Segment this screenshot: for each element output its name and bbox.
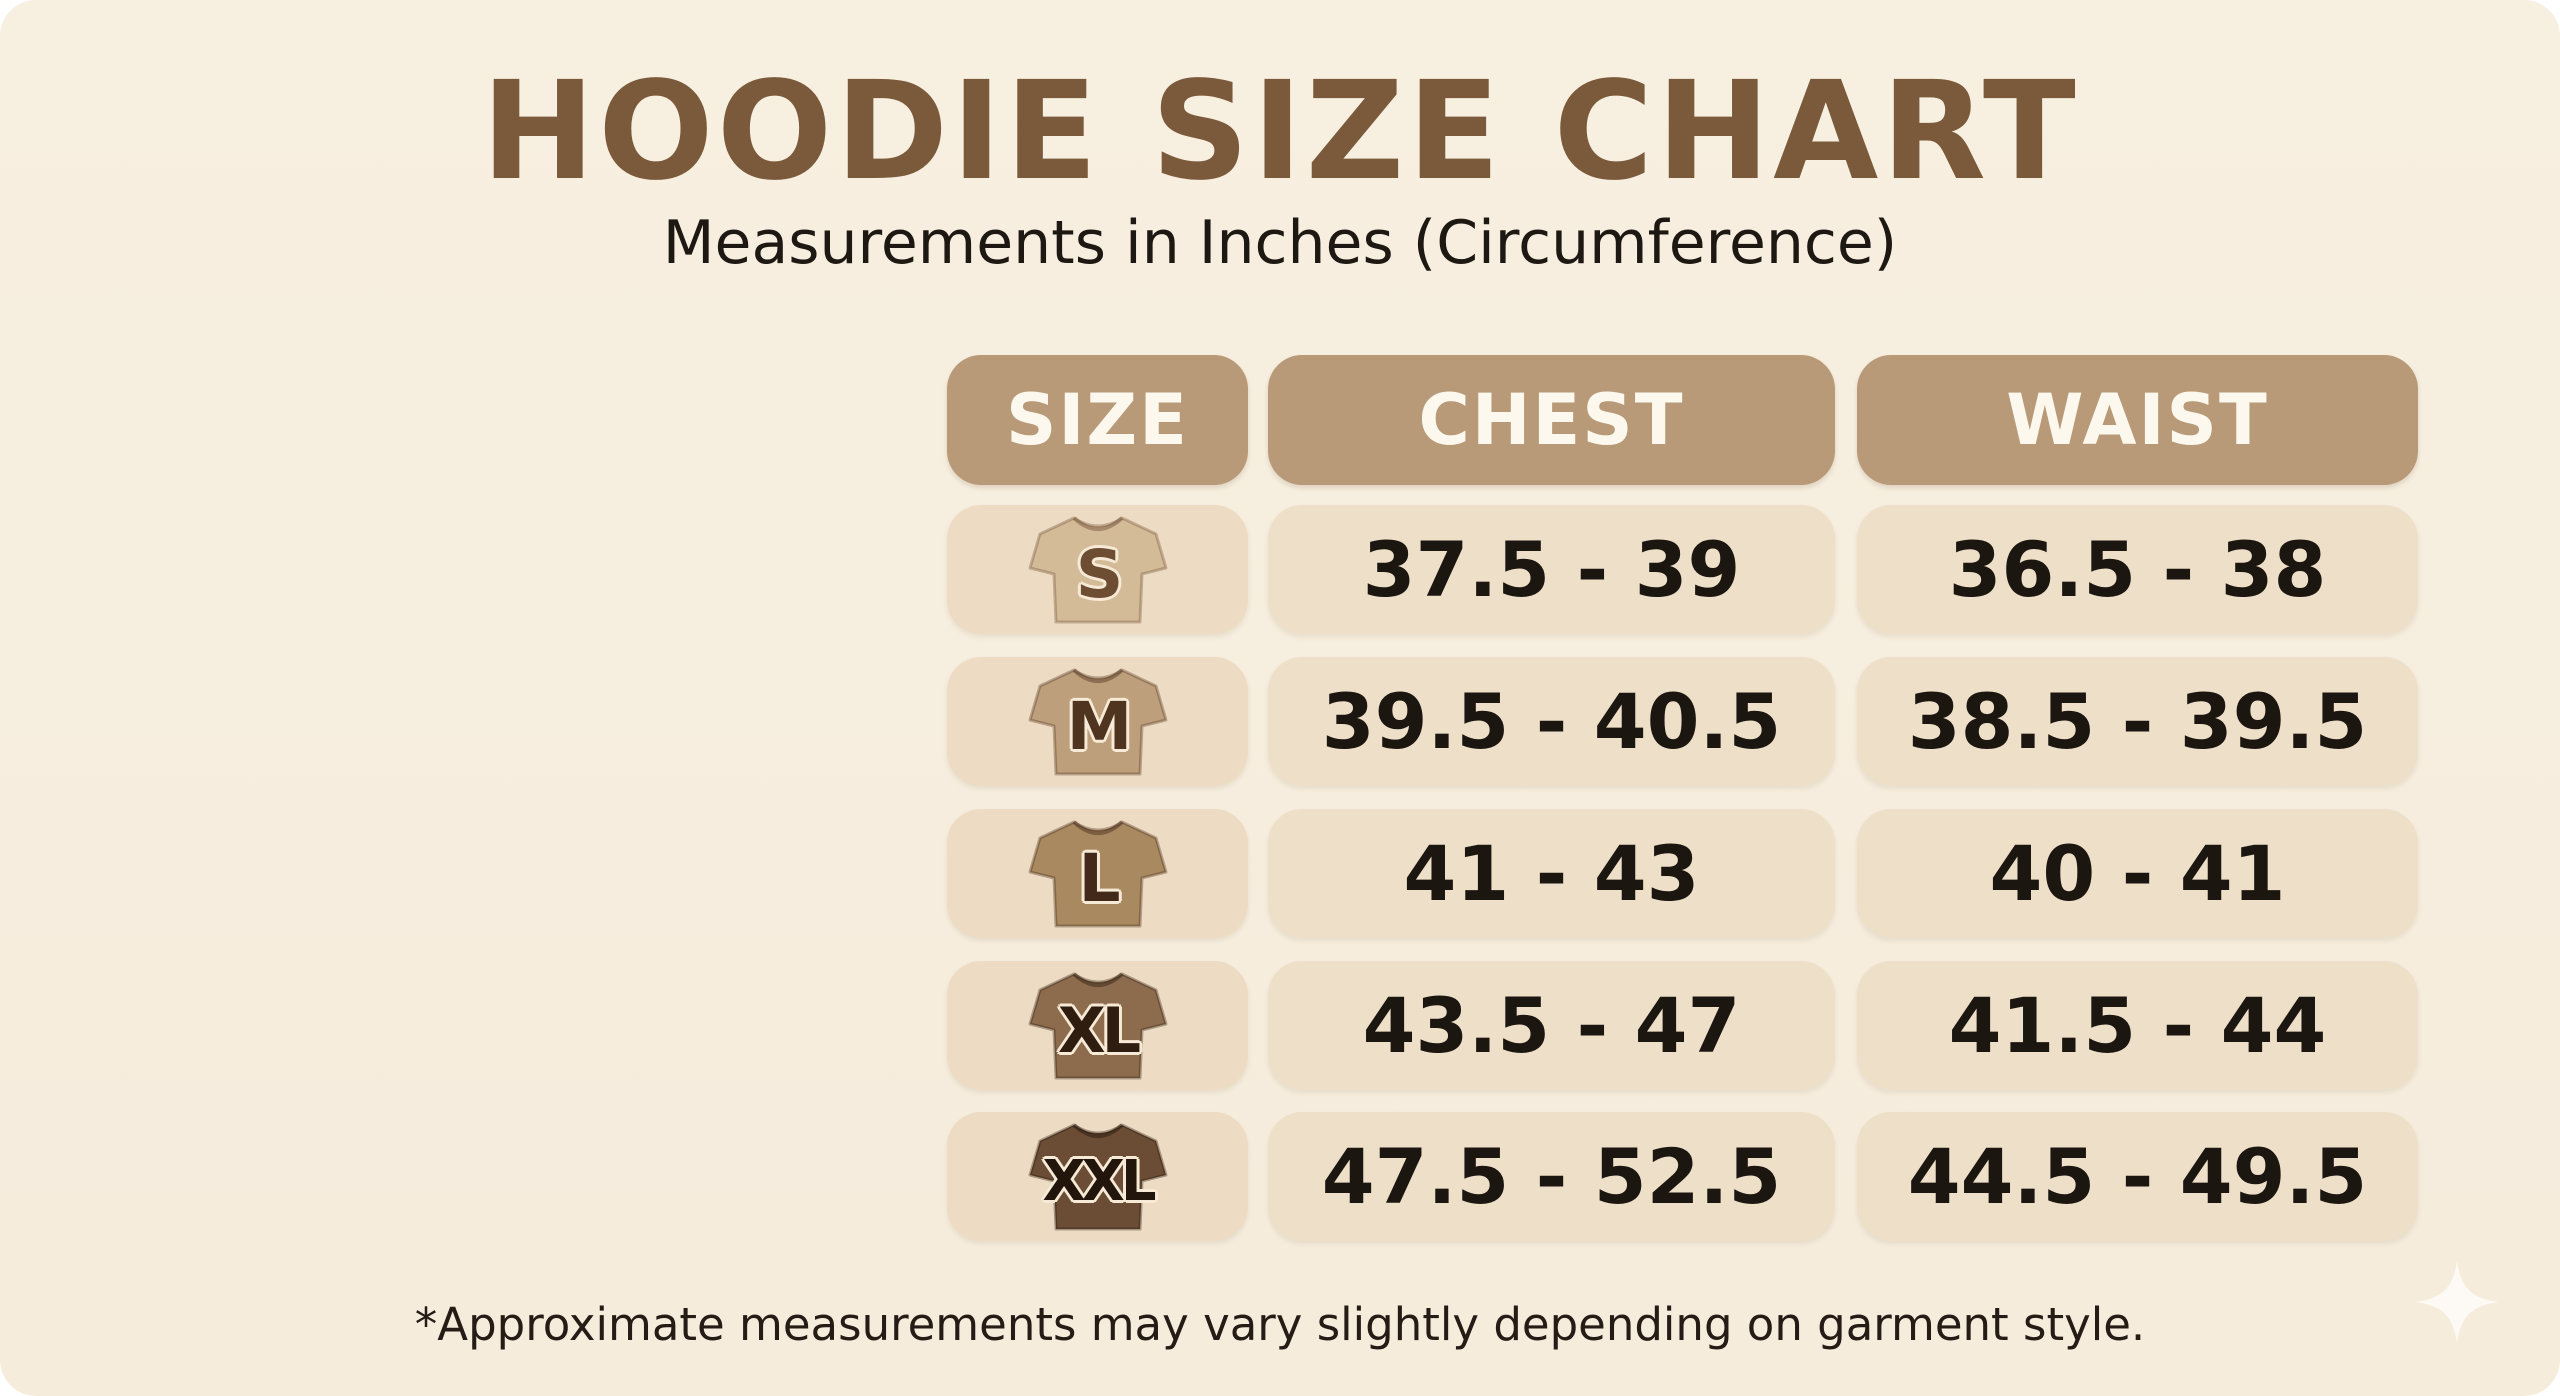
- waist-value: 40 - 41: [1857, 809, 2418, 938]
- size-cell: XXL: [947, 1112, 1248, 1241]
- chart-title: HOODIE SIZE CHART: [481, 53, 2079, 211]
- size-label: S: [1075, 535, 1124, 613]
- chest-value: 43.5 - 47: [1268, 961, 1835, 1090]
- size-label: XL: [1057, 993, 1141, 1067]
- tshirt-icon: XL: [1028, 966, 1168, 1086]
- chest-value: 39.5 - 40.5: [1268, 657, 1835, 786]
- waist-value: 36.5 - 38: [1857, 505, 2418, 634]
- size-label: M: [1066, 687, 1133, 765]
- waist-value: 41.5 - 44: [1857, 961, 2418, 1090]
- footnote: *Approximate measurements may vary sligh…: [414, 1298, 2146, 1351]
- size-label: XXL: [1042, 1148, 1156, 1214]
- column-header-waist: WAIST: [1857, 355, 2418, 485]
- size-cell: S: [947, 505, 1248, 634]
- column-header-size: SIZE: [947, 355, 1248, 485]
- tshirt-icon: M: [1028, 662, 1168, 782]
- tshirt-icon: L: [1028, 814, 1168, 934]
- chest-value: 47.5 - 52.5: [1268, 1112, 1835, 1241]
- chest-value: 41 - 43: [1268, 809, 1835, 938]
- tshirt-icon: XXL: [1028, 1117, 1168, 1237]
- chest-value: 37.5 - 39: [1268, 505, 1835, 634]
- waist-value: 38.5 - 39.5: [1857, 657, 2418, 786]
- size-cell: M: [947, 657, 1248, 786]
- waist-value: 44.5 - 49.5: [1857, 1112, 2418, 1241]
- size-cell: XL: [947, 961, 1248, 1090]
- size-label: L: [1078, 839, 1120, 917]
- tshirt-icon: S: [1028, 510, 1168, 630]
- sparkle-icon: [2415, 1260, 2499, 1344]
- size-cell: L: [947, 809, 1248, 938]
- chart-subtitle: Measurements in Inches (Circumference): [662, 208, 1898, 278]
- column-header-chest: CHEST: [1268, 355, 1835, 485]
